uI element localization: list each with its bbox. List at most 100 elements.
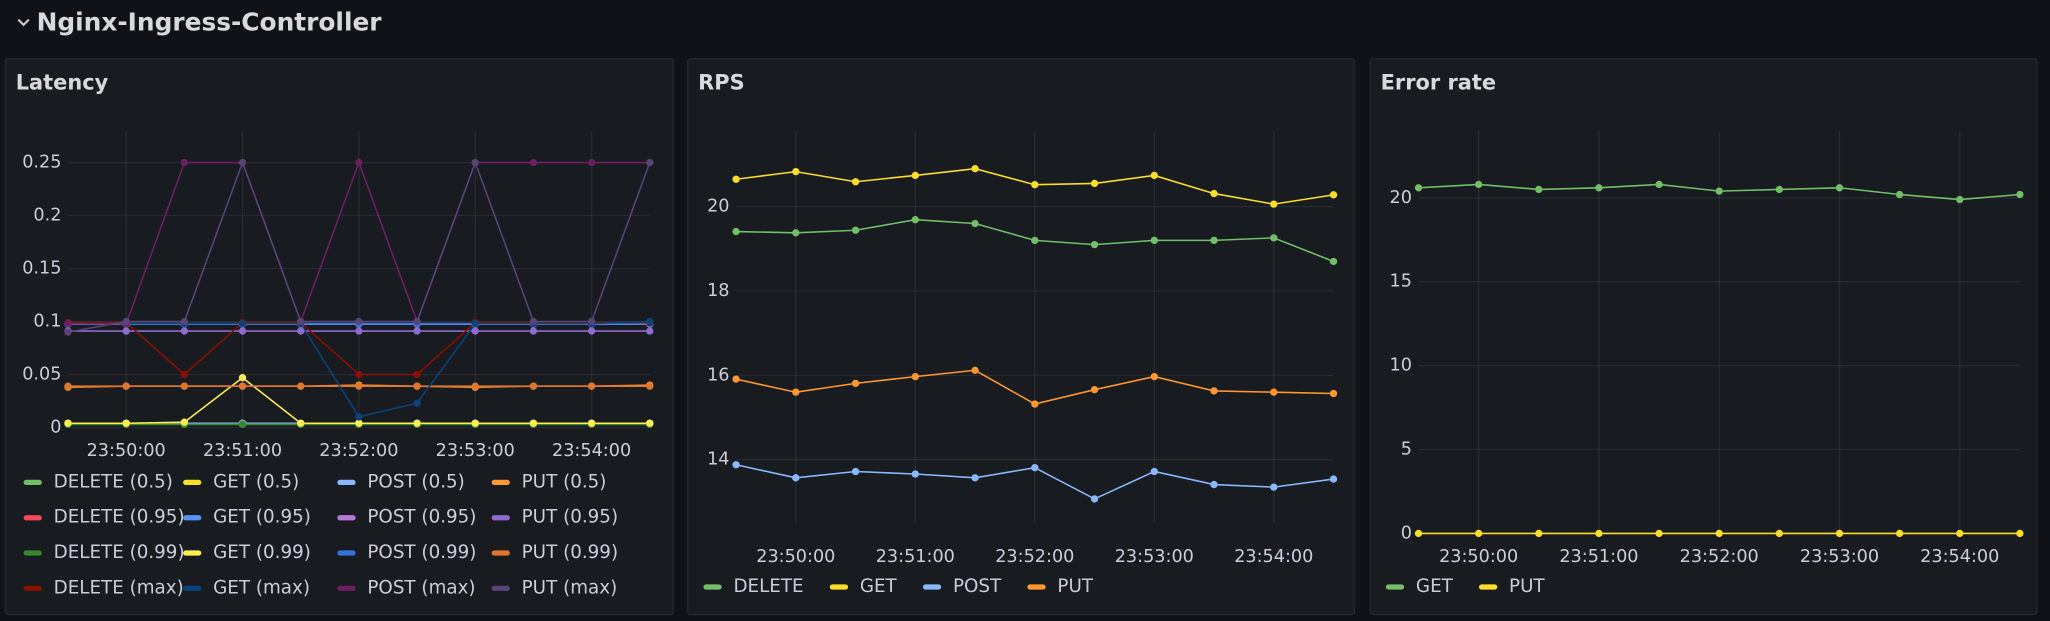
data-point [180, 418, 189, 426]
x-tick-label: 23:51:00 [203, 441, 282, 461]
data-point [732, 175, 740, 183]
data-point [355, 317, 363, 326]
data-point [64, 382, 72, 390]
data-point [1535, 529, 1543, 538]
legend-swatch [337, 515, 356, 521]
data-point [1956, 529, 1964, 538]
data-point [1210, 236, 1218, 245]
x-tick-label: 23:50:00 [1439, 547, 1518, 567]
data-point [1775, 185, 1784, 194]
data-point [1150, 467, 1158, 476]
y-tick-label: 0.15 [22, 259, 61, 279]
panel-bg [1369, 58, 2038, 616]
y-tick-label: 16 [707, 365, 729, 385]
y-tick-label: 10 [1390, 356, 1412, 376]
data-point [122, 382, 130, 390]
y-tick-label: 18 [707, 281, 729, 301]
y-tick-label: 15 [1390, 272, 1412, 292]
data-point [413, 370, 421, 379]
data-point [732, 461, 740, 469]
data-point [64, 419, 72, 427]
y-tick-label: 0 [1401, 523, 1412, 543]
data-point [1329, 257, 1338, 266]
data-point [529, 382, 538, 390]
data-point [851, 226, 860, 234]
legend-label: DELETE (max) [54, 577, 184, 598]
row-title[interactable]: Nginx-Ingress-Controller [37, 8, 383, 37]
data-point [1655, 180, 1663, 189]
x-tick-label: 23:51:00 [1559, 547, 1638, 567]
data-point [792, 167, 800, 176]
data-point [355, 382, 363, 390]
data-point [1595, 529, 1603, 538]
y-tick-label: 0.1 [33, 312, 61, 332]
legend-swatch [183, 479, 202, 486]
legend-label: GET (max) [213, 577, 310, 598]
data-point [646, 158, 654, 167]
data-point [1474, 180, 1483, 189]
data-point [732, 227, 740, 236]
x-tick-label: 23:51:00 [876, 547, 955, 567]
data-point [971, 219, 979, 228]
data-point [587, 158, 596, 167]
data-point [1150, 171, 1158, 180]
x-tick-label: 23:53:00 [1800, 547, 1879, 567]
data-point [529, 158, 538, 167]
collapse-icon[interactable] [17, 18, 30, 27]
legend-label: GET (0.99) [213, 542, 311, 563]
data-point [1031, 236, 1039, 245]
legend-swatch [183, 550, 202, 556]
panel-bg [4, 58, 674, 616]
data-point [1474, 529, 1483, 538]
x-tick-label: 23:54:00 [1920, 547, 1999, 567]
data-point [1090, 386, 1099, 394]
legend-label: PUT (0.95) [522, 507, 618, 528]
legend-swatch [703, 584, 722, 590]
panel-title: Error rate [1381, 71, 1496, 95]
x-tick-label: 23:52:00 [995, 547, 1074, 567]
legend-swatch [922, 584, 942, 590]
legend-swatch [337, 585, 356, 591]
x-tick-label: 23:53:00 [436, 441, 515, 461]
data-point [1210, 189, 1218, 198]
legend-swatch [1027, 584, 1046, 590]
data-point [646, 419, 654, 427]
data-point [971, 366, 979, 374]
data-point [1535, 185, 1543, 194]
data-point [971, 165, 979, 173]
data-point [122, 419, 130, 427]
data-point [1956, 195, 1964, 204]
legend-label: PUT (0.5) [522, 471, 607, 492]
legend-swatch [491, 515, 510, 521]
legend-swatch [183, 585, 202, 591]
y-tick-label: 0.05 [22, 365, 61, 385]
data-point [911, 171, 919, 180]
legend-swatch [1385, 584, 1405, 590]
legend-swatch [829, 584, 849, 590]
data-point [471, 382, 479, 390]
y-tick-label: 20 [707, 197, 729, 217]
legend-label: POST [953, 576, 1002, 597]
data-point [1031, 400, 1039, 408]
data-point [851, 379, 860, 388]
legend-swatch [183, 515, 202, 521]
data-point [529, 419, 538, 427]
data-point [297, 327, 305, 335]
y-tick-label: 14 [707, 450, 729, 470]
data-point [1090, 179, 1099, 188]
x-tick-label: 23:52:00 [1680, 547, 1759, 567]
x-tick-label: 23:50:00 [756, 547, 835, 567]
data-point [355, 413, 363, 421]
data-point [1031, 464, 1039, 472]
legend-swatch [1478, 584, 1498, 590]
data-point [122, 317, 130, 326]
data-point [646, 317, 654, 326]
y-tick-label: 5 [1401, 440, 1412, 460]
data-point [1329, 475, 1338, 483]
data-point [587, 419, 596, 427]
data-point [851, 467, 860, 476]
legend-swatch [23, 479, 42, 486]
data-point [413, 327, 421, 335]
data-point [732, 375, 740, 383]
